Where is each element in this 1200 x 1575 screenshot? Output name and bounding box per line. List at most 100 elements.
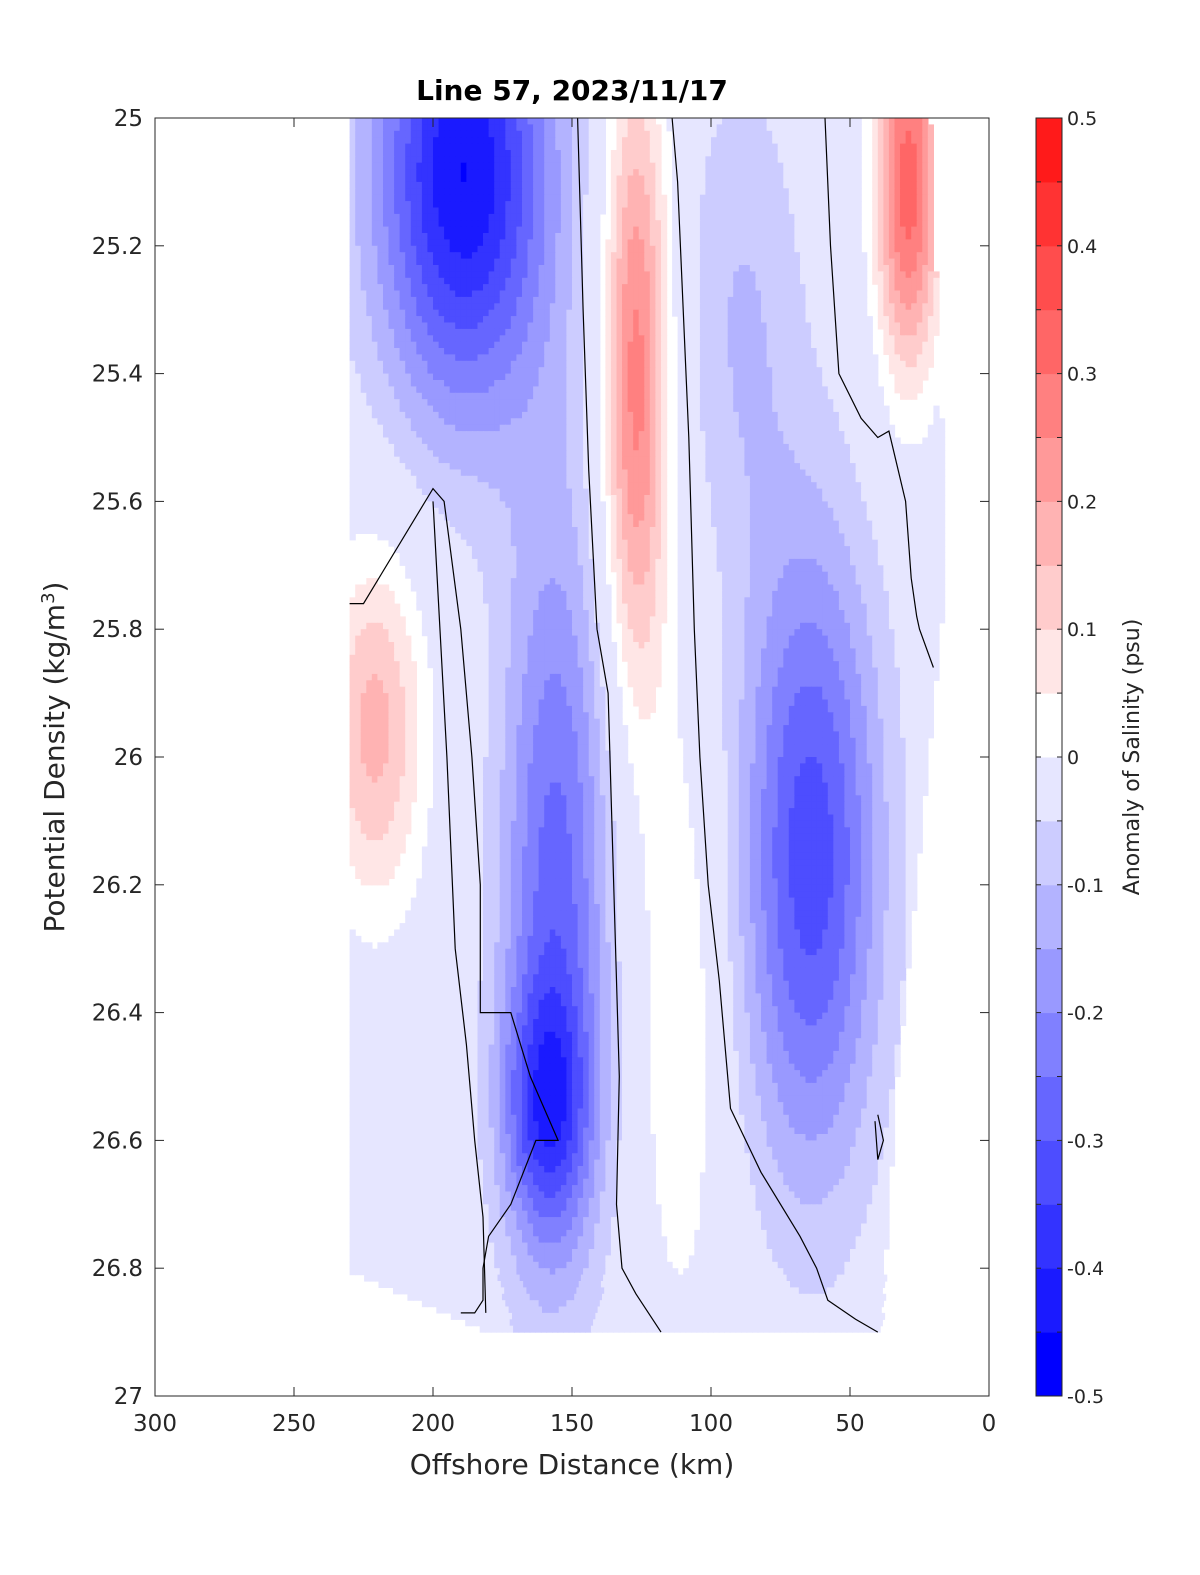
field-cell <box>761 290 768 298</box>
field-cell <box>416 296 423 304</box>
field-cell <box>494 150 501 157</box>
field-cell <box>583 233 590 240</box>
field-cell <box>588 175 595 183</box>
field-cell <box>705 265 712 272</box>
field-cell <box>749 124 757 132</box>
field-cell <box>705 328 712 336</box>
field-cell <box>516 258 523 266</box>
field-cell <box>900 348 907 355</box>
field-cell <box>816 322 823 330</box>
field-cell <box>705 252 712 260</box>
field-cell <box>833 271 840 279</box>
field-cell <box>727 169 734 177</box>
field-cell <box>800 220 807 228</box>
field-cell <box>916 226 923 234</box>
field-cell <box>471 201 479 209</box>
field-cell <box>410 367 417 375</box>
field-cell <box>544 316 551 324</box>
field-cell <box>349 392 356 400</box>
field-cell <box>505 207 512 215</box>
field-cell <box>844 290 851 298</box>
field-cell <box>722 360 729 368</box>
field-cell <box>471 335 479 343</box>
field-cell <box>811 386 818 394</box>
field-cell <box>599 181 606 189</box>
field-cell <box>433 341 440 349</box>
field-cell <box>811 181 818 189</box>
field-cell <box>655 226 662 234</box>
field-cell <box>738 233 745 240</box>
field-cell <box>766 277 773 285</box>
field-cell <box>800 162 807 170</box>
field-cell <box>499 380 506 387</box>
field-cell <box>416 277 423 285</box>
field-cell <box>605 296 612 304</box>
field-cell <box>761 162 768 170</box>
field-cell <box>655 201 662 209</box>
field-cell <box>905 156 912 164</box>
field-cell <box>605 290 612 298</box>
field-cell <box>421 328 429 336</box>
field-cell <box>405 380 412 387</box>
field-cell <box>516 348 523 355</box>
field-cell <box>716 233 723 240</box>
field-cell <box>471 169 479 177</box>
field-cell <box>766 296 773 304</box>
field-cell <box>583 175 590 183</box>
field-cell <box>805 188 812 196</box>
field-cell <box>850 150 857 157</box>
field-cell <box>644 303 651 311</box>
field-cell <box>360 411 367 419</box>
field-cell <box>772 316 779 324</box>
field-cell <box>900 181 907 189</box>
field-cell <box>905 316 912 324</box>
field-cell <box>516 156 523 164</box>
field-cell <box>444 201 451 209</box>
field-cell <box>649 226 656 234</box>
field-cell <box>555 118 562 125</box>
field-cell <box>638 418 645 426</box>
field-cell <box>572 405 579 413</box>
field-cell <box>677 181 684 189</box>
field-cell <box>838 354 846 362</box>
field-cell <box>460 367 467 375</box>
field-cell <box>510 150 517 157</box>
field-cell <box>766 143 773 151</box>
field-cell <box>800 181 807 189</box>
field-cell <box>705 143 712 151</box>
field-cell <box>499 130 506 138</box>
field-cell <box>421 188 429 196</box>
field-cell <box>377 258 384 266</box>
field-cell <box>705 239 712 247</box>
field-cell <box>811 169 818 177</box>
field-cell <box>905 367 912 375</box>
field-cell <box>488 258 495 266</box>
field-cell <box>399 220 406 228</box>
field-cell <box>855 169 862 177</box>
field-cell <box>755 309 762 317</box>
field-cell <box>560 226 568 234</box>
field-cell <box>588 373 595 381</box>
field-cell <box>383 322 390 330</box>
field-cell <box>616 175 623 183</box>
field-cell <box>488 290 495 298</box>
field-cell <box>794 220 801 228</box>
field-cell <box>388 431 395 439</box>
field-cell <box>427 252 434 260</box>
field-cell <box>560 137 568 145</box>
field-cell <box>438 239 445 247</box>
field-cell <box>738 265 745 272</box>
field-cell <box>427 233 434 240</box>
field-cell <box>377 373 384 381</box>
field-cell <box>722 335 729 343</box>
field-cell <box>749 392 757 400</box>
field-cell <box>394 354 401 362</box>
field-cell <box>844 156 851 164</box>
field-cell <box>488 271 495 279</box>
field-cell <box>471 226 479 234</box>
field-cell <box>527 424 534 432</box>
field-cell <box>688 252 695 260</box>
field-cell <box>360 137 367 145</box>
field-cell <box>560 284 568 292</box>
field-cell <box>838 296 846 304</box>
